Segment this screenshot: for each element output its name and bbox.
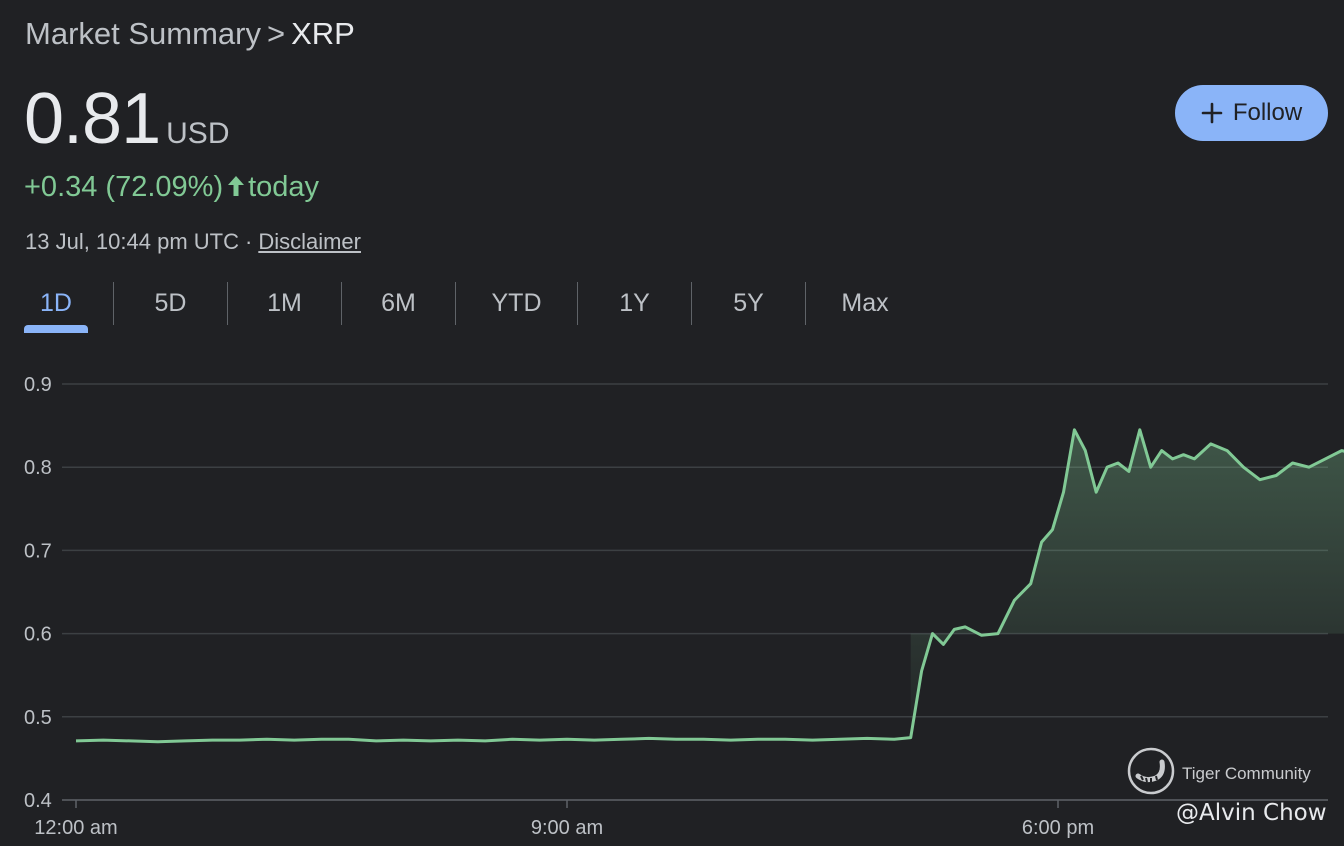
- x-tick-label: 12:00 am: [34, 817, 117, 839]
- price-area: [910, 429, 1344, 738]
- tab-divider: [227, 282, 228, 325]
- tab-5d[interactable]: 5D: [154, 288, 187, 317]
- tab-divider: [113, 282, 114, 325]
- timestamp-separator: ·: [244, 229, 253, 254]
- tab-5y[interactable]: 5Y: [733, 288, 764, 317]
- tab-6m[interactable]: 6M: [381, 288, 416, 317]
- x-tick-label: 9:00 am: [531, 817, 603, 839]
- tab-1d[interactable]: 1D: [40, 288, 72, 317]
- tab-divider: [805, 282, 806, 325]
- breadcrumb: Market Summary > XRP: [25, 16, 355, 52]
- price-row: 0.81 USD: [24, 78, 229, 160]
- tab-ytd[interactable]: YTD: [491, 288, 542, 317]
- timestamp-row: 13 Jul, 10:44 pm UTC · Disclaimer: [25, 229, 361, 255]
- price-change: +0.34 (72.09%) today: [24, 171, 319, 206]
- disclaimer-link[interactable]: Disclaimer: [258, 229, 361, 254]
- y-tick-label: 0.6: [24, 624, 52, 646]
- timestamp: 13 Jul, 10:44 pm UTC: [25, 229, 239, 254]
- x-tick-label: 6:00 pm: [1022, 817, 1094, 839]
- tab-divider: [577, 282, 578, 325]
- arrow-up-icon: [226, 173, 246, 206]
- credit-text: @Alvin Chow: [1176, 800, 1327, 826]
- price-line: [75, 428, 1344, 744]
- y-tick-label: 0.4: [24, 790, 52, 812]
- breadcrumb-current: XRP: [291, 16, 355, 51]
- follow-button[interactable]: Follow: [1175, 85, 1328, 141]
- breadcrumb-separator: >: [266, 16, 286, 51]
- breadcrumb-parent[interactable]: Market Summary: [25, 16, 261, 51]
- change-period: today: [248, 171, 320, 203]
- tab-1y[interactable]: 1Y: [619, 288, 650, 317]
- tab-divider: [455, 282, 456, 325]
- y-tick-label: 0.5: [24, 707, 52, 729]
- range-tabs: 1D 5D 1M 6M YTD 1Y 5Y Max: [0, 280, 940, 334]
- active-tab-indicator: [24, 325, 88, 333]
- current-price: 0.81: [24, 79, 161, 159]
- watermark-text: Tiger Community: [1182, 763, 1311, 783]
- tiger-logo-icon: [1126, 746, 1176, 801]
- y-tick-label: 0.8: [24, 457, 52, 479]
- currency-code: USD: [166, 117, 230, 150]
- tab-1m[interactable]: 1M: [267, 288, 302, 317]
- y-tick-label: 0.7: [24, 540, 52, 562]
- tab-divider: [691, 282, 692, 325]
- tab-max[interactable]: Max: [841, 288, 889, 317]
- tab-divider: [341, 282, 342, 325]
- plus-icon: [1201, 102, 1223, 124]
- y-tick-label: 0.9: [24, 374, 52, 396]
- follow-label: Follow: [1232, 99, 1303, 126]
- change-value: +0.34 (72.09%): [24, 171, 224, 203]
- watermark: Tiger Community: [1126, 746, 1311, 801]
